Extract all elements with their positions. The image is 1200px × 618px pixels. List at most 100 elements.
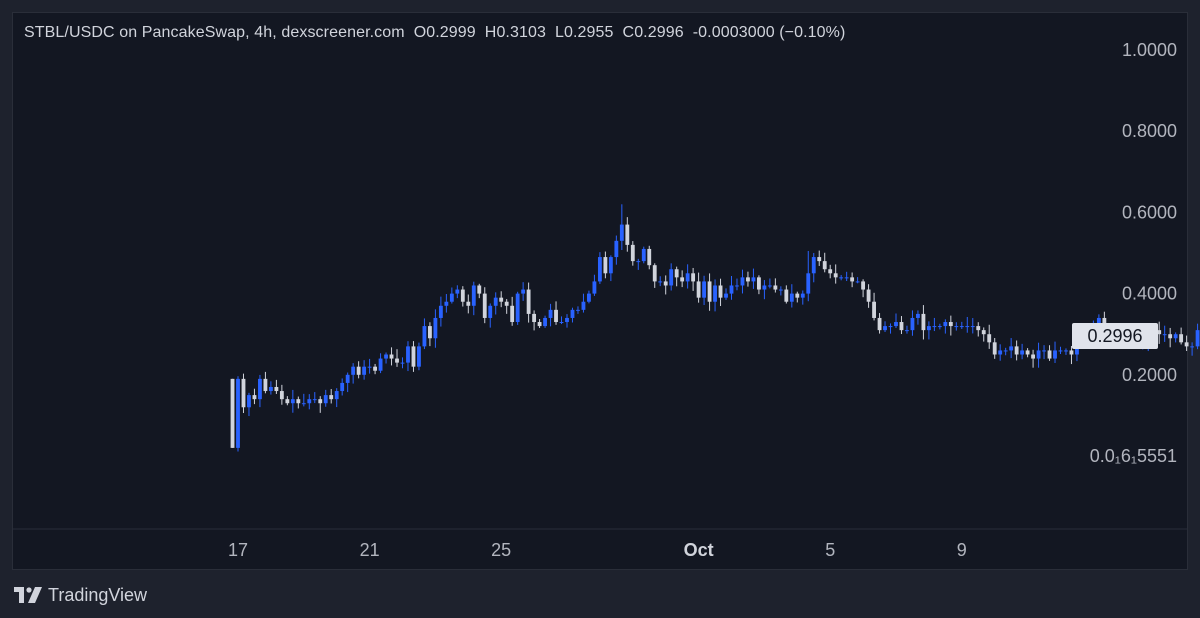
candle-body [1025, 350, 1030, 355]
candle-body [1168, 334, 1173, 339]
candle-body [773, 285, 778, 290]
candle-body [603, 257, 608, 274]
candles-group [230, 204, 1200, 452]
candle-body [905, 330, 909, 332]
candle-body [970, 326, 975, 328]
chart-frame [12, 12, 1188, 570]
candle-body [1184, 342, 1189, 347]
candle-body [866, 289, 871, 302]
candle-body [296, 399, 301, 404]
candle-body [883, 326, 887, 331]
candle-body [762, 285, 767, 290]
x-tick-label: 21 [360, 540, 380, 560]
candle-body [1173, 334, 1178, 339]
candle-body [789, 293, 794, 302]
candle-body [318, 399, 323, 404]
candle-body [614, 240, 619, 258]
tradingview-branding[interactable]: TradingView [14, 582, 147, 608]
candle-body [784, 289, 789, 302]
y-tick-label: 0.2000 [1122, 365, 1177, 385]
candle-body [1096, 317, 1101, 327]
candle-body [576, 309, 580, 311]
candle-body [373, 366, 378, 371]
ohlc-close-value: 0.2996 [634, 24, 684, 41]
candle-body [1190, 346, 1195, 348]
candle-body [948, 322, 953, 327]
candle-body [493, 297, 498, 306]
ohlc-low-key: L [554, 24, 564, 41]
candle-body [806, 273, 811, 294]
candle-body [959, 326, 964, 328]
candle-body [1003, 350, 1008, 352]
candle-body [241, 378, 246, 408]
candle-body [932, 326, 937, 328]
candle-body [702, 281, 707, 298]
candle-body [378, 358, 383, 371]
candle-body [406, 346, 410, 363]
ohlc-low-value: 0.2955 [563, 24, 614, 41]
candle-body [411, 346, 416, 367]
candle-body [1036, 350, 1041, 359]
candle-body [795, 293, 800, 298]
candle-body [707, 281, 712, 302]
candle-body [910, 317, 915, 331]
x-axis: 17 21 25 Oct 5 9 [228, 540, 967, 560]
candle-body [916, 313, 920, 318]
x-tick-label: 5 [825, 540, 835, 560]
candle-body [751, 277, 756, 282]
candle-body [449, 293, 454, 302]
last-price-label: 0.2996 [1072, 323, 1158, 349]
candle-body [691, 273, 696, 282]
candle-body [937, 326, 942, 328]
y-axis: 1.0000 0.8000 0.6000 0.4000 0.2000 0.0₁6₁5551 [1090, 40, 1177, 466]
ohlc-high-value: 0.3103 [496, 24, 546, 41]
candle-body [482, 293, 487, 318]
candle-body [1009, 346, 1014, 351]
candle-body [987, 334, 992, 343]
candle-body [460, 289, 465, 302]
candle-body [356, 366, 361, 375]
candle-body [307, 399, 312, 404]
candle-body [367, 366, 372, 368]
y-tick-label: 0.8000 [1122, 121, 1177, 141]
candle-body [559, 322, 564, 324]
candle-body [274, 386, 279, 392]
symbol-title: STBL/USDC on PancakeSwap, 4h, dexscreene… [24, 24, 405, 41]
candle-body [1069, 350, 1074, 355]
candle-body [466, 301, 471, 306]
candle-body [888, 326, 893, 328]
candle-body [537, 322, 542, 327]
candle-body [1058, 350, 1063, 352]
y-tick-label: 0.0₁6₁5551 [1090, 446, 1177, 466]
candle-body [290, 399, 295, 404]
candle-body [532, 313, 537, 323]
candle-body [521, 289, 526, 294]
candle-body [850, 277, 855, 282]
candle-body [526, 289, 531, 314]
candle-body [625, 224, 630, 245]
candle-body [570, 309, 575, 318]
candle-body [334, 391, 339, 400]
ohlc-close-key: C [622, 24, 635, 41]
candle-body [647, 248, 652, 266]
candle-body [597, 257, 602, 282]
y-tick-label: 0.6000 [1122, 202, 1177, 222]
x-tick-label: 25 [491, 540, 511, 560]
candle-body [669, 269, 674, 286]
x-tick-label: Oct [684, 540, 714, 560]
candle-body [427, 326, 432, 339]
candle-body [329, 395, 334, 400]
chart-legend: STBL/USDC on PancakeSwap, 4h, dexscreene… [24, 24, 845, 42]
candle-body [833, 273, 838, 278]
candle-body [652, 265, 657, 282]
candle-body [998, 350, 1003, 355]
candle-body [384, 354, 388, 359]
candle-body [345, 374, 350, 383]
candle-body [713, 285, 717, 302]
x-tick-label: 9 [957, 540, 967, 560]
candle-body [735, 285, 739, 287]
ohlc-open-key: O [413, 24, 427, 41]
candle-body [543, 317, 547, 327]
candle-body [422, 326, 427, 347]
